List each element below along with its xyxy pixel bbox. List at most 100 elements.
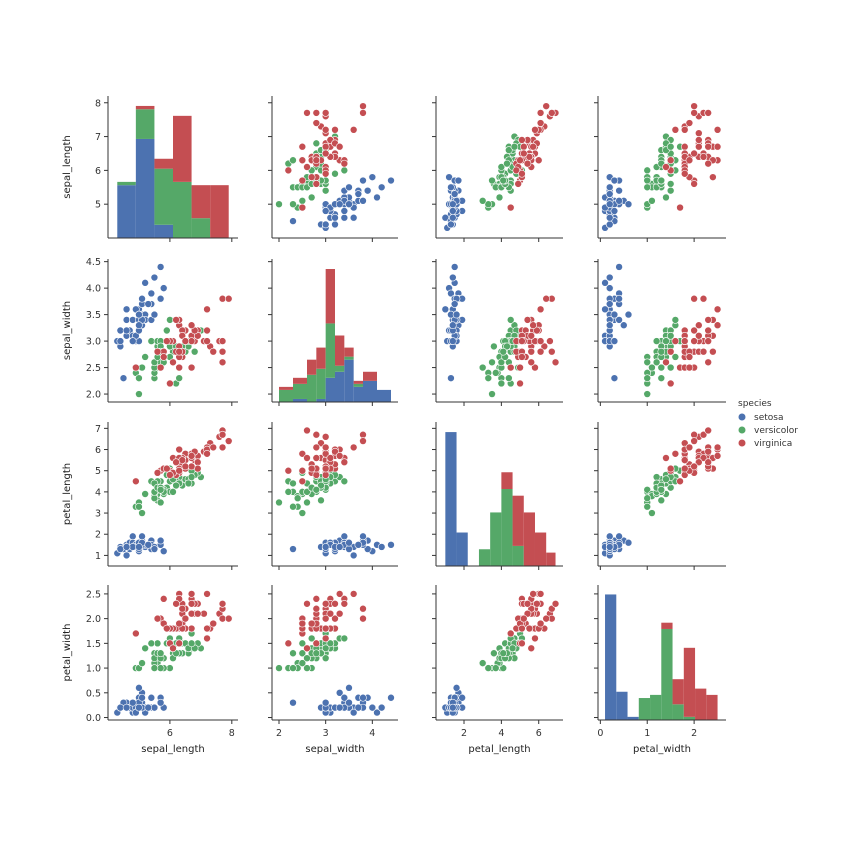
point-virginica <box>704 358 712 367</box>
point-versicolor <box>491 664 500 672</box>
hist-bar-petal_length-virginica <box>546 552 556 566</box>
point-setosa <box>135 684 143 692</box>
point-virginica <box>531 634 539 643</box>
point-setosa <box>122 543 131 551</box>
y-tick-label: 0.0 <box>86 713 101 724</box>
y-tick-label: 8 <box>95 98 101 109</box>
y-tick-label: 3.5 <box>86 310 101 321</box>
point-virginica <box>704 142 712 151</box>
point-setosa <box>349 551 358 560</box>
point-versicolor <box>298 649 307 658</box>
point-virginica <box>695 458 703 467</box>
point-virginica <box>303 426 311 435</box>
point-virginica <box>175 466 183 475</box>
point-versicolor <box>497 379 506 388</box>
point-setosa <box>354 190 363 198</box>
point-virginica <box>187 599 196 608</box>
point-virginica <box>690 437 698 445</box>
hist-bar-sepal_width-versicolor <box>316 368 326 399</box>
x-axis-label: sepal_width <box>305 744 364 755</box>
point-virginica <box>519 142 528 151</box>
x-axis-label: petal_width <box>633 744 691 755</box>
point-virginica <box>525 624 534 633</box>
hist-bar-sepal_width-versicolor <box>307 374 317 402</box>
point-virginica <box>518 337 526 345</box>
legend-label-virginica: virginica <box>754 439 792 449</box>
point-setosa <box>454 176 463 185</box>
point-virginica <box>172 599 180 608</box>
point-versicolor <box>326 639 335 648</box>
point-virginica <box>298 156 307 165</box>
point-setosa <box>156 536 165 545</box>
point-versicolor <box>321 654 330 662</box>
point-virginica <box>326 609 335 618</box>
hist-bar-petal_width-virginica <box>661 622 673 629</box>
x-axis-label: sepal_length <box>141 744 205 755</box>
point-setosa <box>450 190 459 198</box>
point-setosa <box>373 193 381 202</box>
point-setosa <box>359 532 367 541</box>
y-tick-label: 1.0 <box>86 664 101 675</box>
point-virginica <box>359 109 367 117</box>
point-versicolor <box>303 488 311 496</box>
point-virginica <box>523 599 532 608</box>
point-virginica <box>203 634 211 643</box>
point-virginica <box>690 337 698 345</box>
point-virginica <box>166 471 174 479</box>
hist-bar-sepal_length-setosa <box>117 185 136 238</box>
point-virginica <box>662 358 670 367</box>
point-virginica <box>547 347 556 356</box>
hist-bar-sepal_width-virginica <box>363 371 377 381</box>
point-virginica <box>209 619 218 628</box>
hist-bar-petal_length-versicolor <box>478 549 491 566</box>
point-virginica <box>516 379 524 388</box>
point-virginica <box>551 599 560 608</box>
y-tick-label: 2.0 <box>86 614 101 625</box>
hist-bar-sepal_width-virginica <box>307 359 317 375</box>
point-versicolor <box>289 200 297 208</box>
point-versicolor <box>643 485 652 494</box>
point-versicolor <box>643 374 652 382</box>
point-virginica <box>153 614 162 623</box>
point-virginica <box>536 347 545 356</box>
point-virginica <box>321 433 330 441</box>
point-setosa <box>450 300 459 308</box>
point-virginica <box>298 142 307 151</box>
point-virginica <box>218 443 227 452</box>
point-setosa <box>624 538 633 547</box>
point-setosa <box>138 693 146 702</box>
point-versicolor <box>284 488 293 496</box>
point-setosa <box>605 183 614 192</box>
point-setosa <box>321 543 330 551</box>
hist-bar-petal_width-virginica <box>695 688 707 720</box>
point-setosa <box>122 703 131 712</box>
point-versicolor <box>147 639 156 648</box>
hist-bar-sepal_width-setosa <box>293 398 307 402</box>
point-virginica <box>699 153 708 161</box>
point-virginica <box>512 166 521 175</box>
point-setosa <box>345 545 353 553</box>
point-virginica <box>518 353 526 361</box>
point-virginica <box>203 305 211 314</box>
point-virginica <box>312 430 321 439</box>
point-versicolor <box>289 156 297 165</box>
point-versicolor <box>289 649 297 658</box>
point-virginica <box>534 156 543 165</box>
point-virginica <box>193 609 202 618</box>
point-virginica <box>335 452 344 460</box>
y-tick-label: 1.5 <box>86 639 101 650</box>
point-virginica <box>529 321 537 330</box>
point-virginica <box>709 173 717 181</box>
point-setosa <box>147 289 156 298</box>
y-axis-label: petal_width <box>62 624 73 682</box>
point-versicolor <box>666 186 675 195</box>
point-virginica <box>156 363 165 372</box>
point-versicolor <box>317 481 325 490</box>
hist-bar-petal_length-versicolor <box>490 512 502 566</box>
hist-bar-petal_length-setosa <box>445 432 457 566</box>
point-versicolor <box>312 139 321 148</box>
point-virginica <box>533 326 541 335</box>
point-versicolor <box>340 477 349 486</box>
point-virginica <box>321 471 330 479</box>
point-versicolor <box>657 374 666 382</box>
